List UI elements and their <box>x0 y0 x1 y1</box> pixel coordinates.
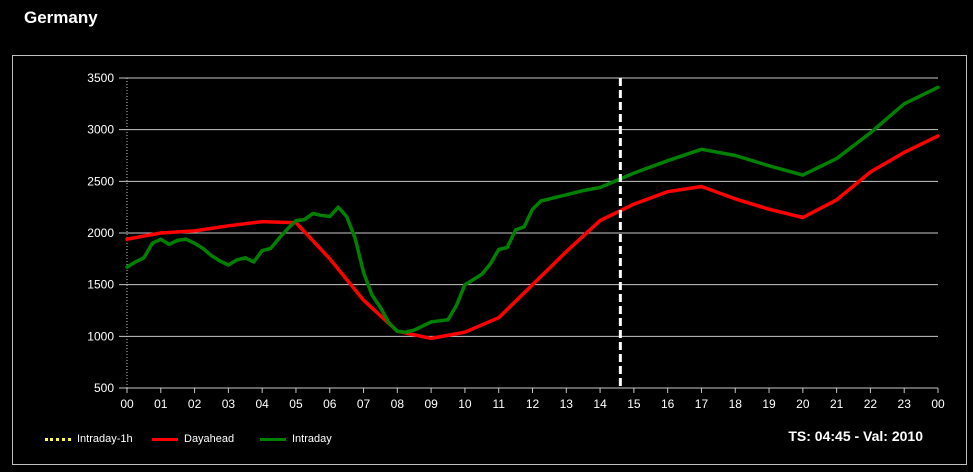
series-line-intraday <box>125 85 940 334</box>
y-tick-label: 2000 <box>87 226 114 240</box>
chart-title: Germany <box>24 8 98 27</box>
x-tick-label: 07 <box>357 397 371 411</box>
x-tick-label: 14 <box>593 397 607 411</box>
x-tick-label: 03 <box>222 397 236 411</box>
x-tick-label: 19 <box>762 397 776 411</box>
x-tick-label: 22 <box>864 397 878 411</box>
x-tick-label: 21 <box>830 397 844 411</box>
legend-label: Intraday <box>292 433 332 445</box>
x-tick-label: 06 <box>323 397 337 411</box>
x-tick-label: 18 <box>729 397 743 411</box>
x-tick-label: 20 <box>796 397 810 411</box>
x-tick-label: 04 <box>255 397 269 411</box>
x-tick-label: 13 <box>560 397 574 411</box>
x-tick-label: 00 <box>931 397 945 411</box>
legend-swatch-intraday-1h <box>45 437 71 441</box>
legend-label: Intraday-1h <box>77 433 133 445</box>
x-tick-label: 11 <box>492 397 505 411</box>
chart-frame <box>12 55 967 465</box>
x-tick-label: 12 <box>526 397 540 411</box>
series-line-dayahead <box>125 134 940 341</box>
x-tick-label: 23 <box>898 397 912 411</box>
x-tick-label: 08 <box>391 397 405 411</box>
x-tick-label: 09 <box>424 397 438 411</box>
legend-item-dayahead[interactable]: Dayahead <box>152 433 234 445</box>
x-tick-label: 17 <box>695 397 709 411</box>
y-tick-label: 1000 <box>87 329 114 343</box>
grid-layer <box>119 77 938 389</box>
series-layer <box>125 85 940 341</box>
y-tick-label: 500 <box>94 381 114 395</box>
x-tick-label: 16 <box>661 397 675 411</box>
x-tick-label: 15 <box>627 397 641 411</box>
y-tick-label: 3500 <box>87 71 114 85</box>
y-tick-label: 2500 <box>87 174 114 188</box>
legend-label: Dayahead <box>184 433 235 445</box>
x-tick-label: 05 <box>289 397 303 411</box>
legend-swatch-dayahead <box>152 437 178 441</box>
legend-swatch-intraday <box>260 437 286 441</box>
y-tick-label: 3000 <box>87 123 114 137</box>
x-tick-label: 01 <box>154 397 168 411</box>
legend-item-intraday[interactable]: Intraday <box>260 433 332 445</box>
status-readout: TS: 04:45 - Val: 2010 <box>788 428 923 444</box>
y-tick-label: 1500 <box>87 278 114 292</box>
x-tick-label: 00 <box>120 397 134 411</box>
x-tick-label: 10 <box>458 397 472 411</box>
legend-item-intraday-1h[interactable]: Intraday-1h <box>45 433 133 445</box>
x-tick-label: 02 <box>188 397 202 411</box>
